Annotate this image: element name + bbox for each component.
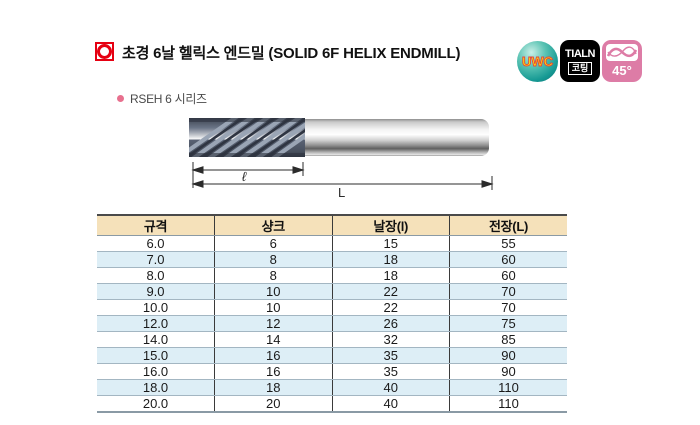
cell: 8 <box>214 267 332 284</box>
flute-length-label: ℓ <box>242 169 247 184</box>
cell: 16.0 <box>97 363 215 380</box>
page-title: 초경 6날 헬릭스 엔드밀 (SOLID 6F HELIX ENDMILL) <box>122 45 461 62</box>
cell: 70 <box>449 283 567 300</box>
coating-badge-label: 코팅 <box>567 61 593 75</box>
cell: 60 <box>449 251 567 268</box>
cell: 55 <box>449 235 567 252</box>
cell: 8.0 <box>97 267 215 284</box>
cell: 8 <box>214 251 332 268</box>
cell: 16 <box>214 347 332 364</box>
cell: 60 <box>449 267 567 284</box>
table-row: 20.0 20 40 110 <box>97 395 567 412</box>
cell: 10 <box>214 299 332 316</box>
table-row: 16.0 16 35 90 <box>97 363 567 380</box>
red-ring-icon <box>97 44 112 59</box>
table-row: 10.0 10 22 70 <box>97 299 567 316</box>
helix-angle-label: 45° <box>612 63 632 78</box>
cell: 12.0 <box>97 315 215 332</box>
cell: 10.0 <box>97 299 215 316</box>
product-marker-icon <box>95 42 114 61</box>
cell: 35 <box>331 363 450 380</box>
cell: 9.0 <box>97 283 215 300</box>
cell: 14.0 <box>97 331 215 348</box>
cell: 18 <box>331 267 450 284</box>
header-shank: 샹크 <box>214 215 332 236</box>
cell: 26 <box>331 315 450 332</box>
cell: 22 <box>331 283 450 300</box>
series-label: RSEH 6 시리즈 <box>130 92 207 106</box>
table-row: 8.0 8 18 60 <box>97 267 567 284</box>
cell: 6 <box>214 235 332 252</box>
dimension-lines <box>191 162 494 190</box>
cell: 22 <box>331 299 450 316</box>
shank-shape <box>298 119 489 156</box>
table-row: 18.0 18 40 110 <box>97 379 567 396</box>
cell: 10 <box>214 283 332 300</box>
uwc-badge-label: UWC <box>521 54 554 70</box>
cell: 18 <box>214 379 332 396</box>
table-row: 9.0 10 22 70 <box>97 283 567 300</box>
cell: 85 <box>449 331 567 348</box>
cell: 90 <box>449 363 567 380</box>
cell: 90 <box>449 347 567 364</box>
header-flute-length: 날장(l) <box>331 215 450 236</box>
cell: 40 <box>331 395 450 412</box>
cell: 20.0 <box>142 396 169 411</box>
endmill-diagram: ℓ L <box>189 118 494 200</box>
cell: 110 <box>449 379 567 396</box>
cell: 35 <box>331 347 450 364</box>
cell: 14 <box>214 331 332 348</box>
table-row: 6.0 6 15 55 <box>97 235 567 252</box>
table-row: 7.0 8 18 60 <box>97 251 567 268</box>
tialn-badge-label: TIALN <box>565 47 595 60</box>
cell: 6.0 <box>97 235 215 252</box>
cell: 18 <box>331 251 450 268</box>
header-size: 규격 <box>97 215 215 236</box>
cell: 40 <box>331 379 450 396</box>
cell: 18.0 <box>97 379 215 396</box>
cell: 15.0 <box>97 347 215 364</box>
header-overall-length: 전장(L) <box>449 215 567 236</box>
series-bullet-icon <box>117 95 124 102</box>
cell: 15 <box>331 235 450 252</box>
cell: 70 <box>449 299 567 316</box>
cell: 32 <box>331 331 450 348</box>
table-row: 14.0 14 32 85 <box>97 331 567 348</box>
table-row: 12.0 12 26 75 <box>97 315 567 332</box>
spec-table: 규격 샹크 날장(l) 전장(L) 6.0 6 15 55 7.0 8 18 60 8.0 8… <box>97 214 567 413</box>
cell: 75 <box>449 315 567 332</box>
table-header-row: 규격 샹크 날장(l) 전장(L) <box>97 215 567 236</box>
helix-45-badge: 45° <box>602 40 642 82</box>
tialn-coating-badge: TIALN 코팅 <box>560 40 600 82</box>
cell: 7.0 <box>97 251 215 268</box>
helix-wave-icon <box>606 44 638 61</box>
overall-length-label: L <box>338 185 345 200</box>
cell: 16 <box>214 363 332 380</box>
cell: 20 <box>214 395 332 412</box>
cell: 12 <box>214 315 332 332</box>
table-row: 15.0 16 35 90 <box>97 347 567 364</box>
flute-shape <box>189 118 305 157</box>
cell: 110 <box>449 395 567 412</box>
uwc-coating-badge: UWC <box>517 41 558 82</box>
